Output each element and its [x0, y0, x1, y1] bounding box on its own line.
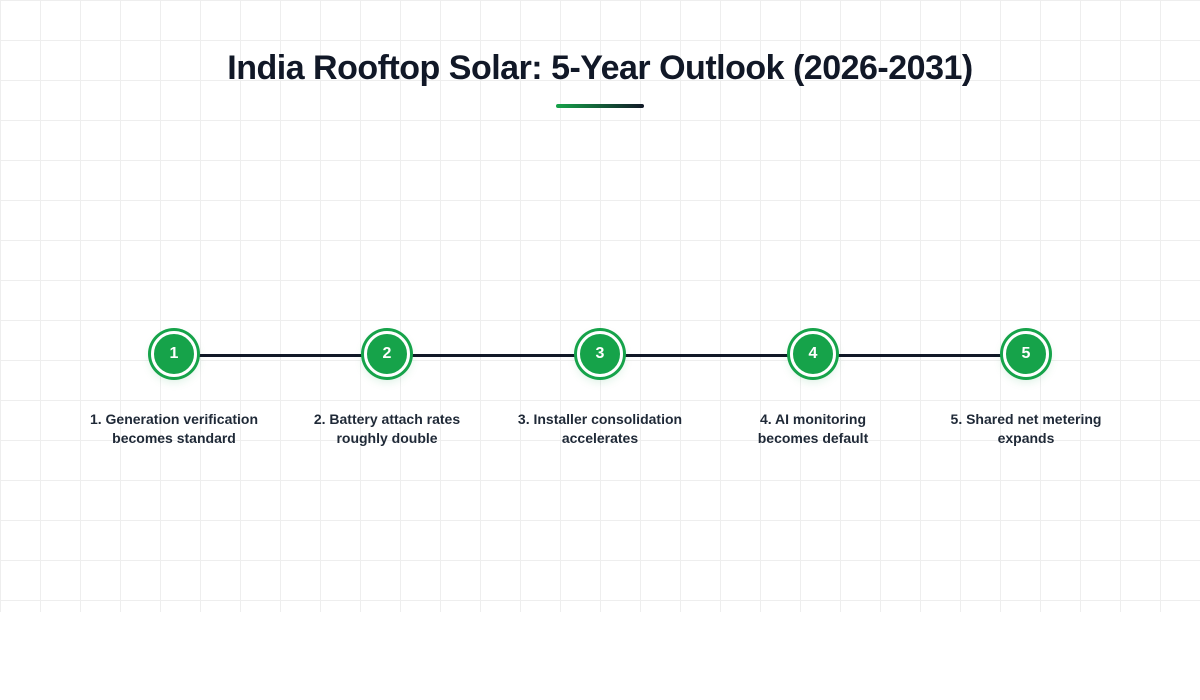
milestone-node-5: 5: [1003, 331, 1049, 377]
milestone-label-2: 2. Battery attach rates roughly double: [313, 411, 461, 446]
milestone-4: 4 4. AI monitoring becomes default: [713, 330, 913, 448]
milestone-label-5: 5. Shared net metering expands: [950, 411, 1102, 446]
milestone-label-3: 3. Installer consolidation accelerates: [517, 411, 683, 446]
milestone-5: 5 5. Shared net metering expands: [926, 330, 1126, 448]
timeline: 1 1. Generation verification becomes sta…: [74, 330, 1126, 448]
milestone-node-2: 2: [364, 331, 410, 377]
milestone-3: 3 3. Installer consolidation accelerates: [500, 330, 700, 448]
milestone-label-1: 1. Generation verification becomes stand…: [89, 411, 259, 446]
title-underline: [556, 104, 644, 108]
milestone-2: 2 2. Battery attach rates roughly double: [287, 330, 487, 448]
milestone-label-4: 4. AI monitoring becomes default: [757, 411, 869, 446]
grid-background: [0, 0, 1200, 612]
milestone-node-1: 1: [151, 331, 197, 377]
milestone-1: 1 1. Generation verification becomes sta…: [74, 330, 274, 448]
milestone-node-4: 4: [790, 331, 836, 377]
milestone-node-3: 3: [577, 331, 623, 377]
page-title: India Rooftop Solar: 5-Year Outlook (202…: [227, 49, 973, 87]
